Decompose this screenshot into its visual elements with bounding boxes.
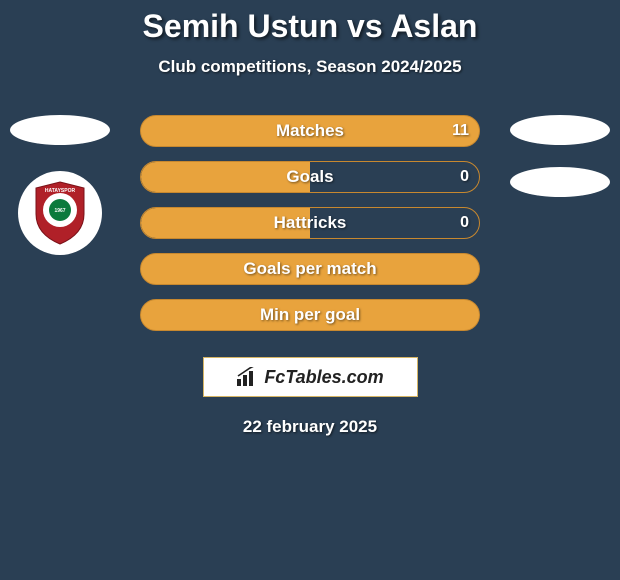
stat-row: Goals per match [0,253,620,285]
stat-label: Goals [286,167,333,187]
subtitle: Club competitions, Season 2024/2025 [0,57,620,77]
stat-value: 0 [460,214,469,232]
stat-row: Min per goal [0,299,620,331]
stat-row: Matches 11 [0,115,620,147]
brand-panel[interactable]: FcTables.com [203,357,418,397]
stat-label: Hattricks [274,213,347,233]
stat-bar-min-per-goal: Min per goal [140,299,480,331]
stat-label: Min per goal [260,305,360,325]
stat-row: Hattricks 0 [0,207,620,239]
stat-value: 11 [452,122,469,140]
page-title: Semih Ustun vs Aslan [0,8,620,45]
footer-date: 22 february 2025 [0,417,620,437]
stat-bar-goals-per-match: Goals per match [140,253,480,285]
brand-text: FcTables.com [264,367,383,388]
infographic-container: Semih Ustun vs Aslan Club competitions, … [0,0,620,437]
stat-row: Goals 0 [0,161,620,193]
brand-inner: FcTables.com [236,367,383,388]
stat-bar-fill [141,162,310,192]
stat-bar-goals: Goals 0 [140,161,480,193]
stat-label: Goals per match [243,259,376,279]
stats-area: HATAYSPOR 1967 Matches 11 Goals 0 [0,115,620,331]
bars-chart-icon [236,367,260,387]
stat-bar-hattricks: Hattricks 0 [140,207,480,239]
stat-label: Matches [276,121,344,141]
stat-value: 0 [460,168,469,186]
stat-bar-matches: Matches 11 [140,115,480,147]
